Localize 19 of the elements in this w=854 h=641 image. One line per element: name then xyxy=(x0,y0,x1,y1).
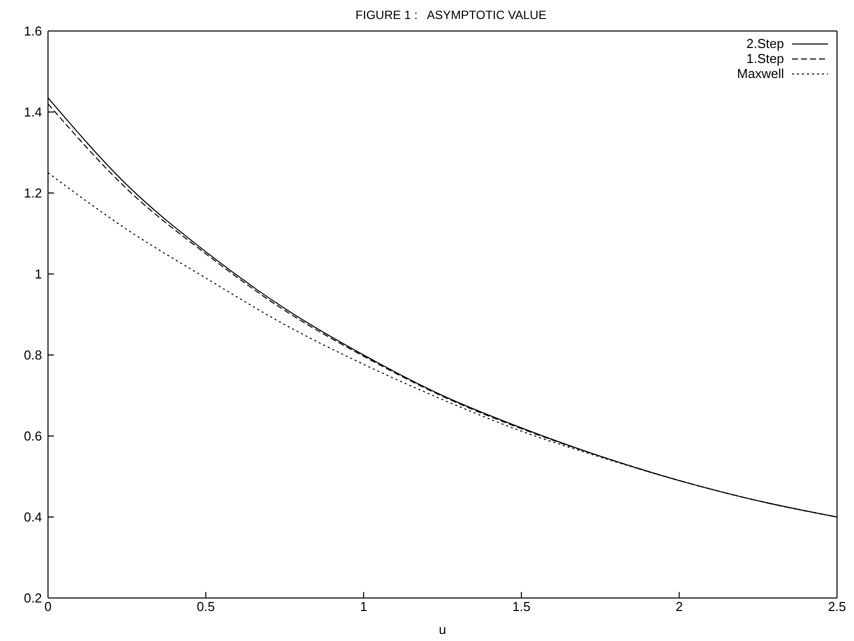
x-axis-title: u xyxy=(438,622,446,637)
y-tick-label: 1.2 xyxy=(24,186,42,201)
x-tick-label: 0 xyxy=(44,599,52,614)
x-tick-label: 2.5 xyxy=(828,599,846,614)
y-tick-label: 1.6 xyxy=(24,24,42,39)
legend-label: Maxwell xyxy=(737,66,784,81)
x-tick-label: 2 xyxy=(676,599,683,614)
x-tick-label: 1.5 xyxy=(512,599,530,614)
x-tick-label: 1 xyxy=(360,599,368,614)
y-tick-label: 0.6 xyxy=(24,428,42,444)
y-tick-label: 0.8 xyxy=(24,348,42,363)
y-tick-label: 0.2 xyxy=(24,590,42,606)
y-tick-label: 1 xyxy=(34,266,42,282)
chart-title: FIGURE 1 : ASYMPTOTIC VALUE xyxy=(354,8,548,22)
x-tick-label: 0.5 xyxy=(196,599,215,614)
legend-label: 1.Step xyxy=(746,51,784,66)
legend-label: 2.Step xyxy=(746,36,784,51)
y-tick-label: 0.4 xyxy=(24,510,42,525)
y-tick-label: 1.4 xyxy=(24,104,42,120)
